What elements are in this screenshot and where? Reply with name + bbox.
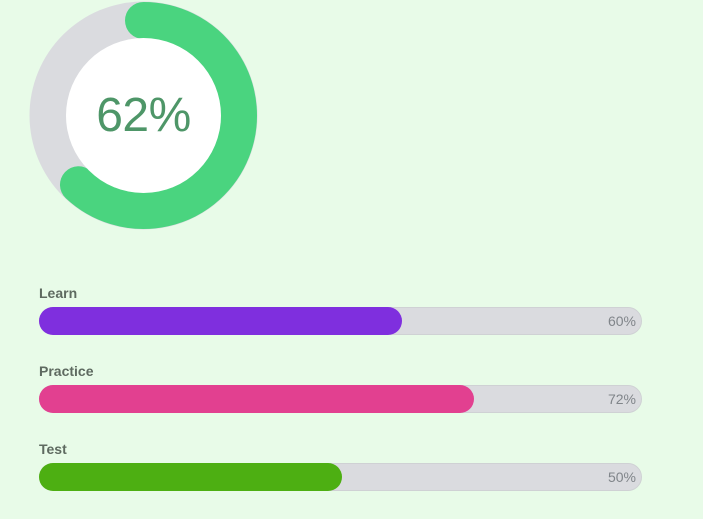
progress-ring-center: 62% [66, 38, 221, 193]
bar-label: Test [39, 441, 67, 457]
overall-percent-value: 62% [96, 89, 191, 142]
progress-ring-arc [59, 2, 257, 229]
bar-row-learn: Learn 60% [39, 284, 642, 362]
bar-label: Practice [39, 363, 94, 379]
progress-bars: Learn 60% Practice 72% Test 50% [39, 284, 642, 518]
bar-track: 72% [39, 385, 642, 413]
bar-track: 50% [39, 463, 642, 491]
bar-fill [39, 307, 402, 335]
bar-fill [39, 385, 474, 413]
bar-fill [39, 463, 342, 491]
overall-progress-ring: 62% [29, 1, 258, 230]
bar-row-practice: Practice 72% [39, 362, 642, 440]
bar-percent-label: 60% [607, 313, 636, 329]
bar-row-test: Test 50% [39, 440, 642, 518]
bar-percent-label: 50% [607, 469, 636, 485]
bar-label: Learn [39, 285, 78, 301]
bar-percent-label: 72% [607, 391, 636, 407]
bar-track: 60% [39, 307, 642, 335]
